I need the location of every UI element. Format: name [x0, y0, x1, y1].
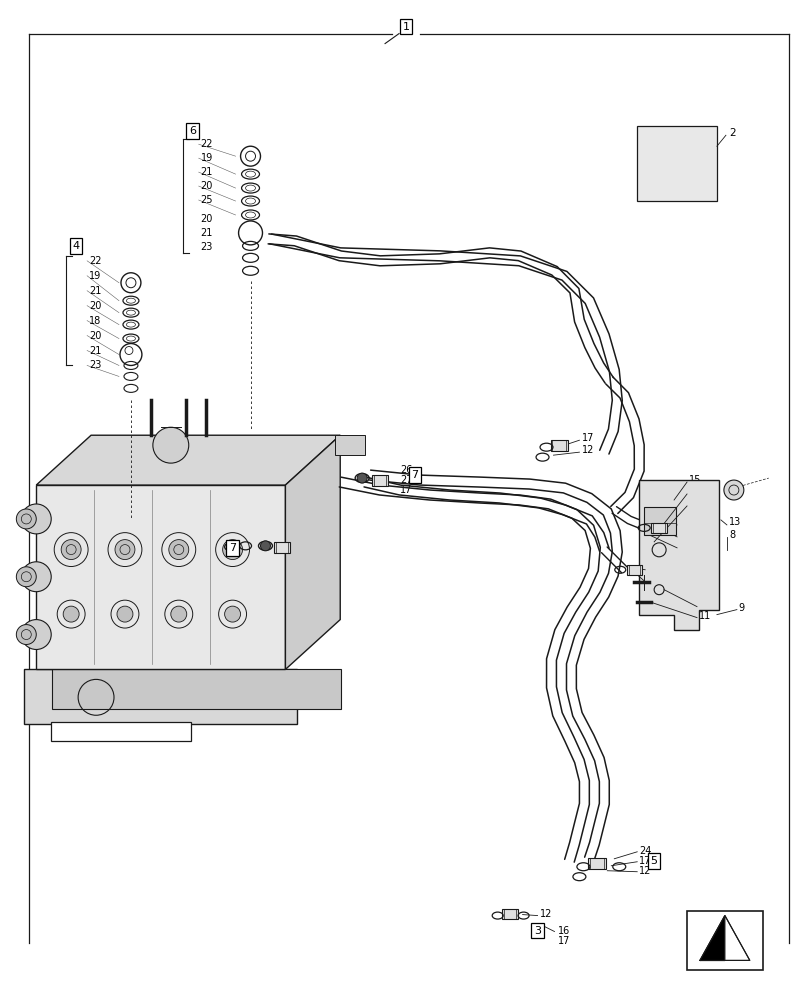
- Bar: [626, 565, 641, 575]
- Bar: [550, 440, 568, 451]
- Text: 20: 20: [200, 181, 212, 191]
- Text: 2: 2: [728, 128, 735, 138]
- Text: 9: 9: [689, 487, 694, 497]
- Bar: [52, 669, 341, 709]
- Bar: [51, 722, 191, 741]
- Text: 26: 26: [248, 531, 260, 541]
- Bar: [686, 911, 762, 970]
- Bar: [588, 858, 606, 869]
- Text: 35.204.BS (09): 35.204.BS (09): [82, 726, 160, 736]
- Text: 17: 17: [646, 562, 659, 572]
- Text: 20: 20: [200, 214, 212, 224]
- Circle shape: [225, 606, 240, 622]
- Bar: [335, 435, 365, 455]
- Text: 21: 21: [200, 228, 212, 238]
- Text: 21: 21: [200, 167, 212, 177]
- Text: 16: 16: [557, 926, 569, 936]
- Circle shape: [152, 427, 188, 463]
- Text: 22: 22: [89, 256, 101, 266]
- Text: 24: 24: [638, 846, 650, 856]
- Circle shape: [170, 606, 187, 622]
- Text: 17: 17: [638, 856, 650, 866]
- Circle shape: [16, 509, 36, 529]
- Text: 20: 20: [89, 331, 101, 341]
- Text: 18: 18: [89, 316, 101, 326]
- Text: 25: 25: [200, 195, 213, 205]
- Text: 14: 14: [678, 540, 690, 550]
- Text: 23: 23: [89, 360, 101, 370]
- Text: 19: 19: [200, 153, 212, 163]
- Text: 11: 11: [689, 511, 701, 521]
- Bar: [24, 669, 297, 724]
- Polygon shape: [638, 480, 718, 630]
- Circle shape: [115, 540, 135, 560]
- Text: 10: 10: [689, 499, 701, 509]
- Text: 21: 21: [89, 346, 101, 356]
- Circle shape: [61, 540, 81, 560]
- Text: 7: 7: [411, 470, 418, 480]
- Text: 17: 17: [248, 551, 260, 561]
- Bar: [274, 542, 290, 553]
- Text: INST.: INST.: [654, 140, 671, 146]
- Text: 9: 9: [738, 603, 744, 613]
- Circle shape: [21, 504, 51, 534]
- Text: 35.204.BS (09): 35.204.BS (09): [80, 726, 157, 736]
- Text: 23: 23: [200, 242, 212, 252]
- Text: 5: 5: [650, 856, 657, 866]
- Bar: [650, 523, 667, 533]
- Text: 20: 20: [89, 301, 101, 311]
- Text: 17: 17: [678, 517, 691, 527]
- Text: 13: 13: [728, 517, 740, 527]
- Circle shape: [117, 606, 133, 622]
- Text: 17: 17: [557, 936, 569, 946]
- Circle shape: [63, 606, 79, 622]
- Circle shape: [21, 562, 51, 592]
- Polygon shape: [36, 435, 340, 485]
- Text: 6: 6: [189, 126, 196, 136]
- Circle shape: [16, 625, 36, 645]
- Circle shape: [21, 620, 51, 649]
- Polygon shape: [285, 435, 340, 669]
- Circle shape: [357, 473, 367, 483]
- Text: 4: 4: [72, 241, 79, 251]
- Text: 10: 10: [698, 600, 710, 610]
- Bar: [36, 485, 285, 669]
- Text: 3: 3: [534, 926, 540, 936]
- Text: 1: 1: [402, 22, 409, 32]
- Text: 17: 17: [400, 485, 412, 495]
- Text: 19: 19: [89, 271, 101, 281]
- Circle shape: [16, 567, 36, 587]
- Circle shape: [260, 541, 270, 551]
- Text: 17: 17: [581, 433, 594, 443]
- Text: 7: 7: [229, 543, 236, 553]
- Bar: [371, 475, 388, 486]
- Text: 15: 15: [689, 475, 701, 485]
- Text: 26: 26: [400, 465, 412, 475]
- Polygon shape: [699, 916, 724, 960]
- Text: 21: 21: [89, 286, 101, 296]
- Text: 22: 22: [200, 139, 213, 149]
- Circle shape: [723, 480, 743, 500]
- Bar: [643, 507, 676, 535]
- Circle shape: [222, 540, 242, 560]
- Circle shape: [169, 540, 188, 560]
- Text: 11: 11: [698, 611, 710, 621]
- Text: 27: 27: [400, 475, 412, 485]
- Polygon shape: [724, 916, 749, 960]
- Text: 12: 12: [646, 574, 659, 584]
- Text: 27: 27: [248, 541, 260, 551]
- Polygon shape: [637, 126, 716, 201]
- Text: 12: 12: [581, 445, 594, 455]
- Bar: [501, 909, 517, 919]
- Text: 12: 12: [638, 866, 650, 876]
- Text: 12: 12: [678, 529, 691, 539]
- Text: 8: 8: [728, 530, 734, 540]
- Text: 12: 12: [539, 909, 551, 919]
